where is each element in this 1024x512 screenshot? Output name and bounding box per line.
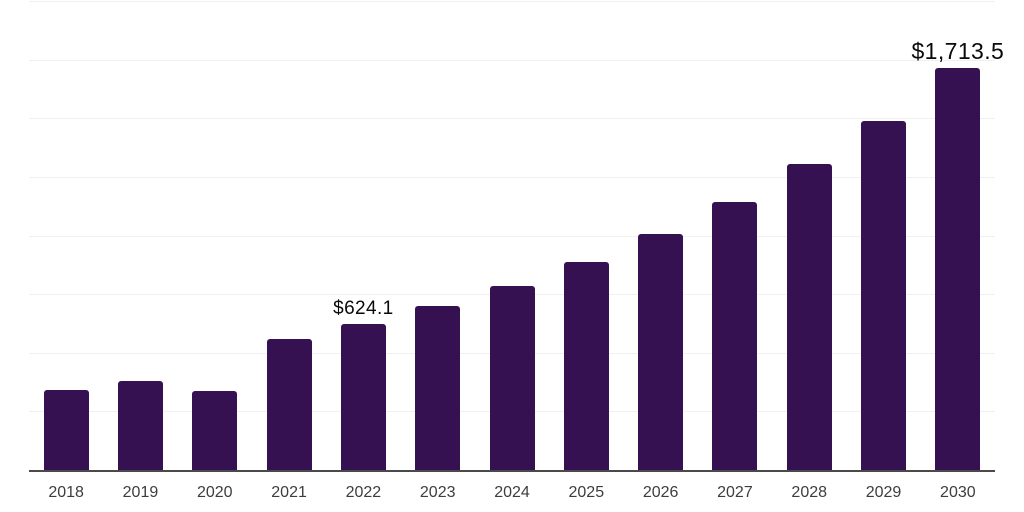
bar-2026 xyxy=(638,234,684,470)
x-tick-2022: 2022 xyxy=(345,484,382,501)
bar-2023 xyxy=(415,305,461,470)
x-tick-2023: 2023 xyxy=(419,484,456,501)
x-tick-2030: 2030 xyxy=(940,484,976,501)
bar-value-label-2022: $624.1 xyxy=(333,297,394,319)
bar-2024 xyxy=(489,285,535,470)
x-tick-2029: 2029 xyxy=(865,484,902,501)
bar-2022 xyxy=(340,323,386,470)
x-axis-line xyxy=(29,469,995,472)
bar-2025 xyxy=(563,261,609,470)
gridline-2000 xyxy=(29,1,995,2)
bar-value-label-2030: $1,713.5 xyxy=(911,37,1005,64)
x-tick-2025: 2025 xyxy=(568,484,605,501)
bar-2018 xyxy=(43,390,89,470)
x-tick-2026: 2026 xyxy=(642,484,679,501)
bar-2027 xyxy=(712,201,758,470)
gridline-1500 xyxy=(29,118,995,120)
bar-2020 xyxy=(192,390,238,470)
gridline-1250 xyxy=(29,176,995,178)
gridline-1750 xyxy=(29,59,995,61)
x-tick-2019: 2019 xyxy=(122,484,159,501)
x-tick-2021: 2021 xyxy=(271,484,307,501)
bar-2030 xyxy=(935,68,981,470)
gridline-1000 xyxy=(29,235,995,237)
x-tick-2028: 2028 xyxy=(791,484,828,501)
bar-2029 xyxy=(861,120,907,470)
bar-2019 xyxy=(117,380,163,470)
x-tick-2020: 2020 xyxy=(196,484,233,501)
bar-2021 xyxy=(266,339,312,470)
bar-2028 xyxy=(786,163,832,470)
x-tick-2027: 2027 xyxy=(717,484,753,501)
x-tick-2018: 2018 xyxy=(48,484,84,501)
x-tick-2024: 2024 xyxy=(494,484,530,501)
